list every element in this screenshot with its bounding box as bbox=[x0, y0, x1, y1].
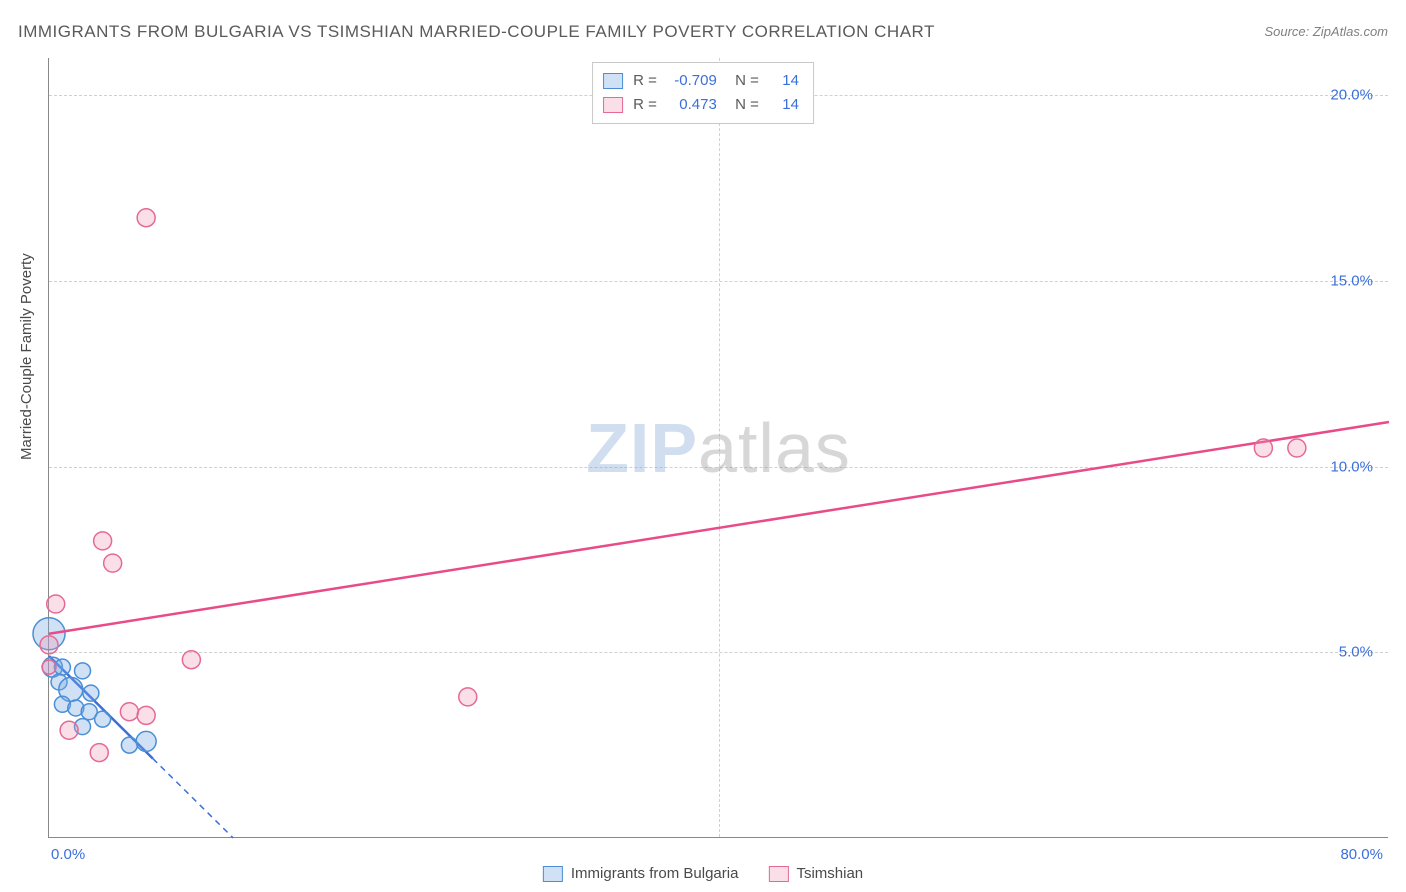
data-point bbox=[1288, 439, 1306, 457]
data-point bbox=[137, 209, 155, 227]
stat-n-value-1: 14 bbox=[769, 93, 799, 117]
swatch-series-0 bbox=[603, 73, 623, 89]
data-point bbox=[54, 659, 70, 675]
x-tick-label: 80.0% bbox=[1340, 846, 1383, 863]
data-point bbox=[137, 706, 155, 724]
legend-item-0: Immigrants from Bulgaria bbox=[543, 865, 739, 882]
data-point bbox=[83, 685, 99, 701]
data-point bbox=[1254, 439, 1272, 457]
stat-r-value-1: 0.473 bbox=[667, 93, 717, 117]
data-point bbox=[60, 721, 78, 739]
data-point bbox=[121, 737, 137, 753]
data-point bbox=[95, 711, 111, 727]
data-point bbox=[47, 595, 65, 613]
legend-stats: R = -0.709 N = 14 R = 0.473 N = 14 bbox=[592, 62, 814, 124]
chart-title: IMMIGRANTS FROM BULGARIA VS TSIMSHIAN MA… bbox=[18, 22, 935, 42]
plot-area: ZIPatlas 5.0%10.0%15.0%20.0%0.0%80.0% bbox=[48, 58, 1388, 838]
swatch-bottom-1 bbox=[768, 866, 788, 882]
stat-n-value-0: 14 bbox=[769, 69, 799, 93]
legend-series: Immigrants from Bulgaria Tsimshian bbox=[543, 865, 863, 882]
data-point bbox=[104, 554, 122, 572]
stat-r-label: R = bbox=[633, 93, 657, 117]
data-point bbox=[75, 663, 91, 679]
stat-r-label: R = bbox=[633, 69, 657, 93]
legend-label-1: Tsimshian bbox=[796, 865, 863, 882]
swatch-series-1 bbox=[603, 97, 623, 113]
stat-n-label: N = bbox=[727, 93, 759, 117]
legend-label-0: Immigrants from Bulgaria bbox=[571, 865, 739, 882]
source-attribution: Source: ZipAtlas.com bbox=[1264, 24, 1388, 39]
data-point bbox=[136, 731, 156, 751]
y-axis-label: Married-Couple Family Poverty bbox=[18, 253, 35, 460]
data-point bbox=[182, 651, 200, 669]
data-point bbox=[120, 703, 138, 721]
chart-svg bbox=[49, 58, 1388, 837]
legend-item-1: Tsimshian bbox=[768, 865, 863, 882]
data-point bbox=[90, 744, 108, 762]
x-tick-label: 0.0% bbox=[51, 846, 85, 863]
data-point bbox=[42, 660, 56, 674]
data-point bbox=[94, 532, 112, 550]
legend-stats-row-1: R = 0.473 N = 14 bbox=[603, 93, 799, 117]
stat-r-value-0: -0.709 bbox=[667, 69, 717, 93]
data-point bbox=[459, 688, 477, 706]
data-point bbox=[40, 636, 58, 654]
swatch-bottom-0 bbox=[543, 866, 563, 882]
legend-stats-row-0: R = -0.709 N = 14 bbox=[603, 69, 799, 93]
stat-n-label: N = bbox=[727, 69, 759, 93]
